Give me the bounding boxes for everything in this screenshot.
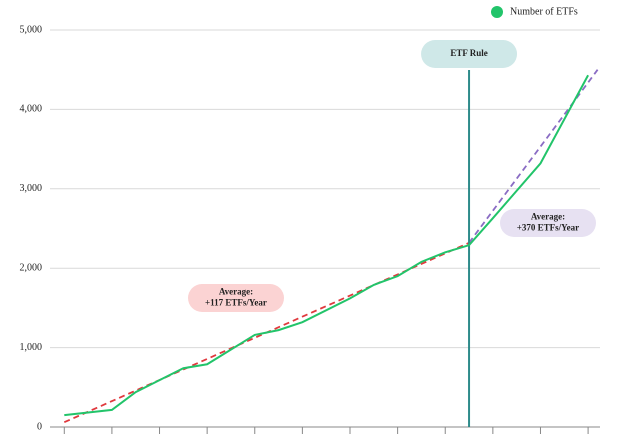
data-line: [64, 74, 589, 417]
y-tick-label: 0: [37, 421, 42, 432]
annotation-box: [421, 40, 518, 68]
y-tick-label: 5,000: [20, 24, 43, 35]
annotation-text: +370 ETFs/Year: [517, 223, 579, 233]
legend-label: Number of ETFs: [510, 6, 578, 17]
annotation-text: +117 ETFs/Year: [205, 298, 267, 308]
annotation-box: [188, 284, 284, 312]
y-tick-label: 1,000: [20, 342, 43, 353]
annotation-box: [500, 209, 596, 237]
annotation-text: ETF Rule: [450, 48, 487, 58]
y-tick-label: 3,000: [20, 183, 43, 194]
y-tick-label: 4,000: [20, 104, 43, 115]
annotation-text: Average:: [219, 287, 253, 297]
y-tick-label: 2,000: [20, 262, 43, 273]
annotation-text: Average:: [531, 212, 565, 222]
legend-swatch: [491, 6, 503, 18]
trend-line: [468, 69, 599, 244]
